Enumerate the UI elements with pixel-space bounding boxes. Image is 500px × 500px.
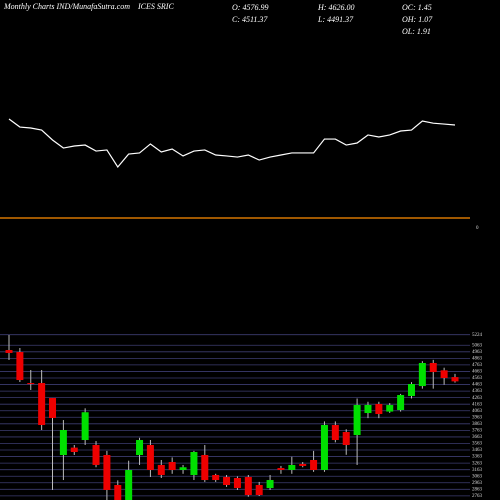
candle-body <box>255 485 263 496</box>
y-tick-label: 3063 <box>472 474 483 479</box>
info-open: O: 4576.99 <box>232 3 268 12</box>
candle-body <box>212 474 220 481</box>
candle-body <box>375 403 383 415</box>
y-tick-label: 4463 <box>472 383 483 388</box>
candle-body <box>125 470 133 500</box>
y-tick-label: 4063 <box>472 409 483 414</box>
candle-body <box>440 370 448 378</box>
y-tick-label: 3863 <box>472 422 483 427</box>
y-tick-label: 4263 <box>472 396 483 401</box>
candle-body <box>386 405 394 412</box>
candle-body <box>353 404 361 436</box>
candle-body <box>223 477 231 486</box>
y-tick-label: 3763 <box>472 429 483 434</box>
y-tick-label: 4363 <box>472 389 483 394</box>
candle-body <box>114 485 122 500</box>
candle-body <box>103 455 111 490</box>
candle-body <box>136 440 144 456</box>
candle-body <box>146 444 154 471</box>
y-tick-label: 4763 <box>472 363 483 368</box>
candle-body <box>342 432 350 445</box>
y-tick-label: 3663 <box>472 435 483 440</box>
candle-body <box>179 467 187 471</box>
candle-body <box>233 477 241 489</box>
candle-body <box>157 464 165 475</box>
y-tick-label: 3563 <box>472 442 483 447</box>
y-tick-label: 2863 <box>472 487 483 492</box>
candle-body <box>397 395 405 411</box>
candle-body <box>27 383 35 385</box>
candle-body <box>81 412 89 441</box>
candle-body <box>92 444 100 465</box>
y-tick-label: 3163 <box>472 468 483 473</box>
candle-body <box>38 383 46 426</box>
chart-title: Monthly Charts IND/MunafaSutra.com <box>3 2 130 11</box>
info-oh: OH: 1.07 <box>402 15 433 24</box>
candle-body <box>407 384 415 397</box>
candle-body <box>418 362 426 387</box>
candle-body <box>201 455 209 481</box>
y-tick-label: 5063 <box>472 343 483 348</box>
y-tick-label: 3363 <box>472 455 483 460</box>
y-tick-label: 4863 <box>472 356 483 361</box>
candle-body <box>288 464 296 471</box>
y-tick-label: 2763 <box>472 494 483 499</box>
candle-body <box>429 362 437 373</box>
candle-body <box>49 398 57 419</box>
info-oc: OC: 1.45 <box>402 3 432 12</box>
candle-body <box>168 462 176 471</box>
info-high: H: 4626.00 <box>317 3 354 12</box>
y-tick-label: 4663 <box>472 370 483 375</box>
candle-body <box>331 425 339 441</box>
candle-body <box>5 350 13 353</box>
candle-body <box>310 459 318 471</box>
y-tick-label: 4563 <box>472 376 483 381</box>
candle-body <box>364 404 372 414</box>
candle-body <box>190 451 198 475</box>
y-tick-label: 3263 <box>472 461 483 466</box>
symbol: ICES SRIC <box>137 2 174 11</box>
indicator-line <box>8 118 456 169</box>
info-ol: OL: 1.91 <box>402 27 431 36</box>
y-tick-label: 4963 <box>472 350 483 355</box>
candle-body <box>320 425 328 471</box>
y-tick-label: 3463 <box>472 448 483 453</box>
info-low: L: 4491.37 <box>317 15 354 24</box>
candle-body <box>299 463 307 466</box>
candle-body <box>266 480 274 489</box>
candle-body <box>277 468 285 471</box>
candle-body <box>451 377 459 382</box>
info-close: C: 4511.37 <box>232 15 268 24</box>
candle-body <box>16 351 24 381</box>
y-tick-label: 2963 <box>472 481 483 486</box>
candle-body <box>59 429 67 456</box>
y-tick-label: 3963 <box>472 415 483 420</box>
y-tick-label: 4163 <box>472 402 483 407</box>
candle-body <box>70 447 78 452</box>
y-tick-label: 5224 <box>472 333 483 338</box>
candle-body <box>244 477 252 496</box>
level-label: 0 <box>476 226 479 231</box>
